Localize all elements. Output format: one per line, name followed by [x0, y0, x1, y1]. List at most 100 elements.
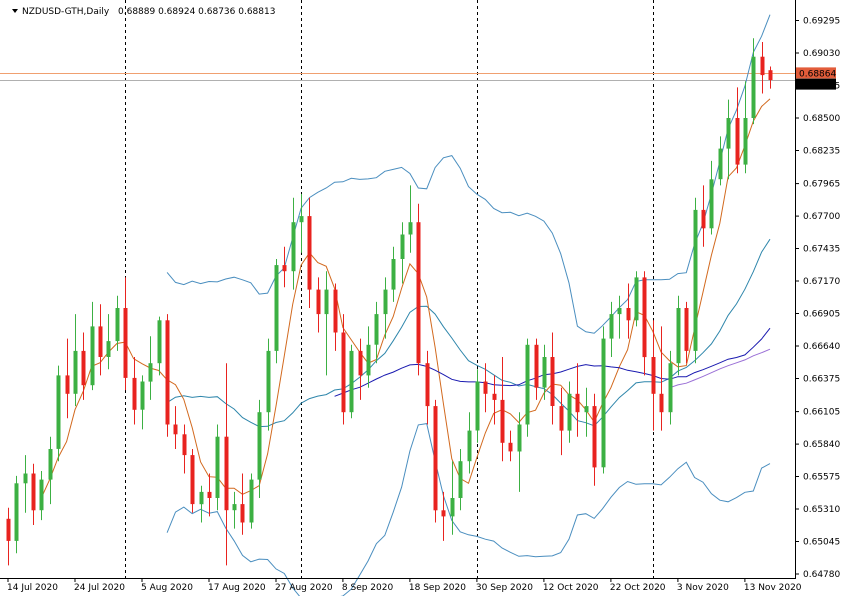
- candle-body: [584, 406, 589, 413]
- candle-7: [65, 338, 70, 419]
- candle-body: [199, 491, 204, 505]
- current-price-tag: [796, 78, 836, 90]
- candle-body: [232, 504, 237, 511]
- candle-30: [257, 399, 262, 498]
- current-price-label: 0.68813: [799, 81, 836, 91]
- candle-body: [207, 491, 212, 498]
- candle-body: [684, 308, 689, 351]
- x-tick-label-8: 12 Oct 2020: [543, 583, 599, 593]
- candle-body: [23, 473, 28, 484]
- candle-55: [467, 412, 472, 474]
- y-tick-label-0: 0.69295: [803, 17, 840, 27]
- y-tick-label-7: 0.67435: [803, 245, 840, 255]
- candle-body: [266, 350, 271, 413]
- candle-body: [157, 320, 162, 364]
- candle-body: [651, 357, 656, 394]
- candle-body: [140, 381, 145, 410]
- candle-53: [450, 461, 455, 535]
- candle-62: [525, 338, 530, 437]
- candle-2: [23, 455, 28, 513]
- chart-header: NZDUSD-GTH,Daily 0.68889 0.68924 0.68736…: [12, 7, 275, 17]
- candle-body: [316, 289, 321, 315]
- candle-body: [274, 265, 279, 351]
- candle-body: [492, 393, 497, 400]
- candle-80: [676, 295, 681, 376]
- candle-body: [90, 326, 95, 386]
- candle-52: [441, 491, 446, 541]
- y-tick-label-9: 0.66905: [803, 310, 840, 320]
- candle-body: [542, 357, 547, 388]
- candle-33: [282, 246, 287, 288]
- candle-body: [534, 344, 539, 388]
- candle-45: [383, 277, 388, 339]
- candle-46: [391, 246, 396, 302]
- candle-body: [383, 289, 388, 315]
- candle-5: [48, 436, 53, 505]
- candle-body: [224, 436, 229, 511]
- candle-body: [467, 430, 472, 462]
- candle-body: [693, 209, 698, 351]
- candle-body: [517, 424, 522, 452]
- y-tick-label-4: 0.68235: [803, 147, 840, 157]
- candle-21: [182, 424, 187, 474]
- candle-19: [165, 314, 170, 437]
- candle-51: [433, 399, 438, 523]
- candle-body: [81, 350, 86, 386]
- candle-1: [14, 475, 19, 554]
- candle-27: [232, 491, 237, 529]
- candle-body: [257, 412, 262, 480]
- candle-body: [475, 381, 480, 431]
- x-tick-label-1: 24 Jul 2020: [74, 583, 125, 593]
- candle-59: [500, 357, 505, 462]
- candle-83: [701, 185, 706, 247]
- candle-20: [173, 406, 178, 449]
- candle-body: [190, 455, 195, 505]
- candle-body: [148, 363, 153, 382]
- candle-body: [676, 308, 681, 364]
- candle-65: [550, 332, 555, 425]
- candle-28: [240, 473, 245, 535]
- candle-body: [132, 377, 137, 410]
- y-tick-label-14: 0.65575: [803, 473, 840, 483]
- candle-58: [492, 375, 497, 425]
- candle-47: [400, 222, 405, 284]
- menu-triangle-icon[interactable]: [12, 9, 18, 13]
- candle-body: [307, 216, 312, 290]
- x-tick-label-5: 8 Sep 2020: [342, 583, 394, 593]
- candle-16: [140, 375, 145, 430]
- price-labels: 0.68864 0.68813: [796, 67, 836, 91]
- candle-6: [56, 365, 61, 462]
- candle-85: [718, 136, 723, 186]
- candle-23: [199, 485, 204, 523]
- horizontal-lines: [0, 73, 795, 81]
- x-tick-label-3: 17 Aug 2020: [208, 583, 266, 593]
- candle-61: [517, 412, 522, 492]
- candle-36: [307, 197, 312, 308]
- candle-body: [668, 363, 673, 413]
- candle-35: [299, 194, 304, 253]
- candle-82: [693, 197, 698, 364]
- candle-body: [601, 338, 606, 468]
- candle-34: [291, 197, 296, 290]
- candle-body: [358, 350, 363, 376]
- x-tick-label-6: 18 Sep 2020: [409, 583, 466, 593]
- candle-body: [559, 406, 564, 431]
- candle-body: [751, 56, 756, 118]
- candle-body: [617, 308, 622, 315]
- candle-22: [190, 449, 195, 513]
- candle-body: [374, 314, 379, 345]
- candle-67: [567, 381, 572, 443]
- candle-90: [760, 42, 765, 94]
- candle-63: [534, 338, 539, 400]
- candle-body: [115, 308, 120, 342]
- y-tick-label-17: 0.64780: [803, 570, 840, 580]
- candle-40: [341, 314, 346, 425]
- symbol-timeframe: NZDUSD-GTH,Daily: [22, 7, 110, 17]
- candle-69: [584, 387, 589, 437]
- candle-11: [98, 304, 103, 376]
- candle-15: [132, 357, 137, 425]
- candle-70: [592, 393, 597, 486]
- candle-86: [726, 99, 731, 180]
